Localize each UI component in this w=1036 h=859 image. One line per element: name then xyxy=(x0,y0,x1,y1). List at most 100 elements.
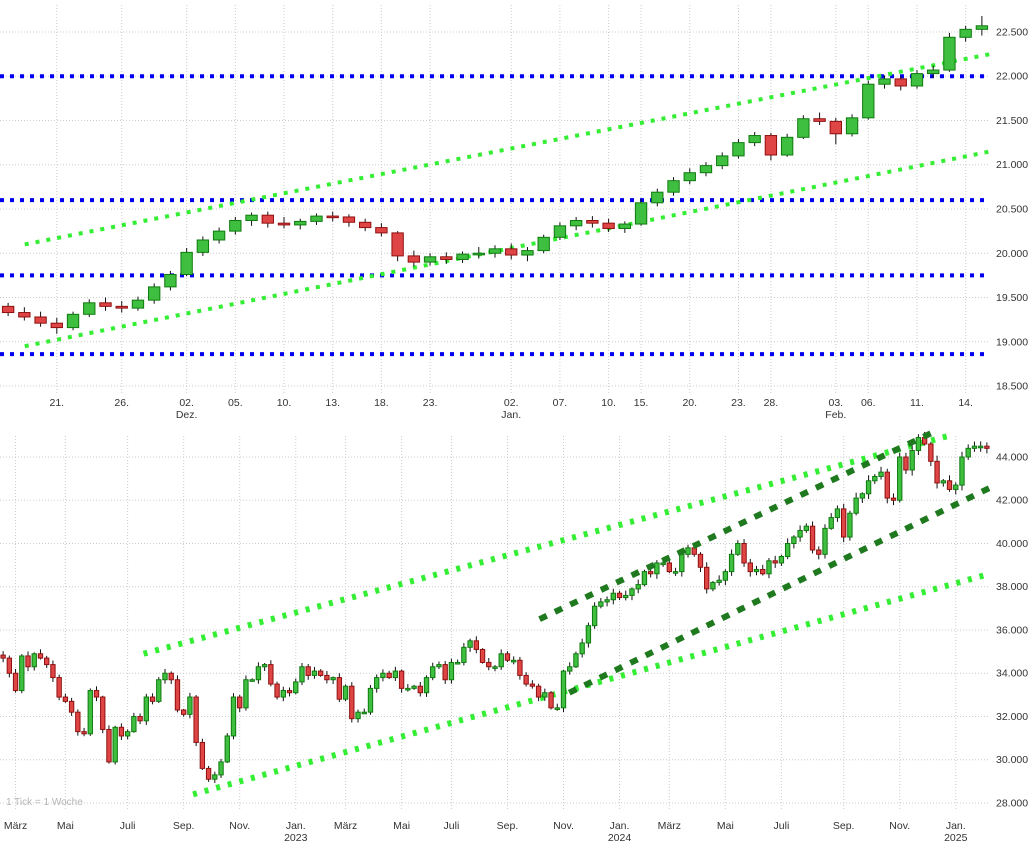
candle xyxy=(791,536,797,544)
x-axis-tick-label: Nov. xyxy=(229,820,250,832)
candle xyxy=(965,447,971,458)
candle xyxy=(741,542,747,564)
x-axis-tick-label: 06. xyxy=(861,397,876,409)
candlestick-series xyxy=(0,431,990,783)
candle xyxy=(780,136,794,156)
candle xyxy=(872,475,878,482)
candle xyxy=(604,599,610,603)
candle xyxy=(803,525,809,532)
candle xyxy=(245,214,258,222)
candle xyxy=(12,672,19,692)
axis-labels: 28.000 30.000 32.000 34.000 36.000 38.000 40.0… xyxy=(4,451,1028,844)
candle xyxy=(959,28,972,38)
x-axis-tick-label: 10. xyxy=(277,397,292,409)
candle xyxy=(25,655,31,668)
candle xyxy=(68,700,75,713)
candle xyxy=(704,566,710,590)
candle xyxy=(31,653,37,668)
candle xyxy=(853,497,859,514)
y-axis-tick-label: 22.500 xyxy=(996,26,1028,38)
y-axis-tick-label: 18.500 xyxy=(996,381,1028,393)
candle xyxy=(349,685,355,720)
candle xyxy=(685,547,691,555)
candle xyxy=(37,653,44,659)
candle xyxy=(423,256,437,263)
candle xyxy=(430,666,436,679)
candle xyxy=(398,670,405,689)
candle xyxy=(847,512,853,538)
candle xyxy=(218,761,224,776)
candle xyxy=(50,322,63,329)
candle xyxy=(654,562,660,575)
weekly-chart-canvas: 28.000 30.000 32.000 34.000 36.000 38.000 40.0… xyxy=(0,430,1036,859)
candle xyxy=(909,450,915,471)
candle xyxy=(187,696,193,715)
candle xyxy=(229,220,242,232)
y-axis-tick-label: 28.000 xyxy=(996,797,1028,809)
candle xyxy=(237,696,243,709)
weekly-candlestick-chart: 28.000 30.000 32.000 34.000 36.000 38.000 40.0… xyxy=(0,430,1036,859)
candle xyxy=(710,581,716,590)
candle xyxy=(311,670,318,676)
candle xyxy=(699,165,713,174)
x-axis-tick-label: 03. xyxy=(829,397,844,409)
candle xyxy=(523,674,529,685)
candle xyxy=(511,659,517,663)
y-axis-tick-label: 19.500 xyxy=(996,292,1028,304)
dark-green-trend-line xyxy=(567,484,990,696)
trend-channel-lines-front xyxy=(538,430,990,696)
candle xyxy=(897,456,903,501)
candle xyxy=(586,220,599,224)
candle xyxy=(616,592,623,599)
x-axis-tick-label: 15. xyxy=(634,397,649,409)
candle xyxy=(567,666,573,672)
candle xyxy=(0,654,6,659)
y-axis-tick-label: 38.000 xyxy=(996,581,1028,593)
candle xyxy=(243,679,249,709)
candle xyxy=(99,302,112,307)
candle xyxy=(910,73,924,87)
x-axis-period-label: Dez. xyxy=(176,409,198,421)
candle xyxy=(212,774,218,780)
x-axis-tick-label: 05. xyxy=(228,397,243,409)
candle xyxy=(137,715,143,722)
candle xyxy=(602,222,615,229)
candle xyxy=(797,118,810,138)
candle xyxy=(156,679,162,702)
x-axis-tick-label: 10. xyxy=(601,397,616,409)
y-axis-tick-label: 30.000 xyxy=(996,754,1028,766)
y-axis-tick-label: 40.000 xyxy=(996,538,1028,550)
candle xyxy=(697,553,704,568)
candle xyxy=(162,672,168,681)
candle xyxy=(618,223,632,229)
candle xyxy=(984,445,990,449)
x-axis-tick-label: Mai xyxy=(717,820,734,832)
candle xyxy=(569,220,583,227)
candle xyxy=(305,666,311,676)
candle xyxy=(822,527,828,555)
candle xyxy=(667,180,680,193)
candle xyxy=(841,508,847,538)
candle xyxy=(548,692,554,709)
y-axis-tick-label: 20.000 xyxy=(996,248,1028,260)
x-axis-tick-label: Juli xyxy=(120,820,136,832)
candle xyxy=(417,685,423,694)
candle xyxy=(903,456,909,471)
candle xyxy=(492,666,498,669)
candle xyxy=(797,530,803,538)
y-axis-tick-label: 21.500 xyxy=(996,115,1028,127)
candle xyxy=(149,696,156,702)
x-axis-tick-label: 11. xyxy=(910,397,924,409)
candle xyxy=(940,480,946,484)
candle xyxy=(915,437,922,452)
candle xyxy=(971,445,978,449)
candle xyxy=(456,253,469,260)
candle xyxy=(131,299,145,309)
candle xyxy=(261,214,274,224)
candle xyxy=(93,690,100,698)
candle xyxy=(299,666,305,683)
candle xyxy=(62,696,69,702)
x-axis-tick-label: Juli xyxy=(444,820,460,832)
candle xyxy=(286,690,293,694)
